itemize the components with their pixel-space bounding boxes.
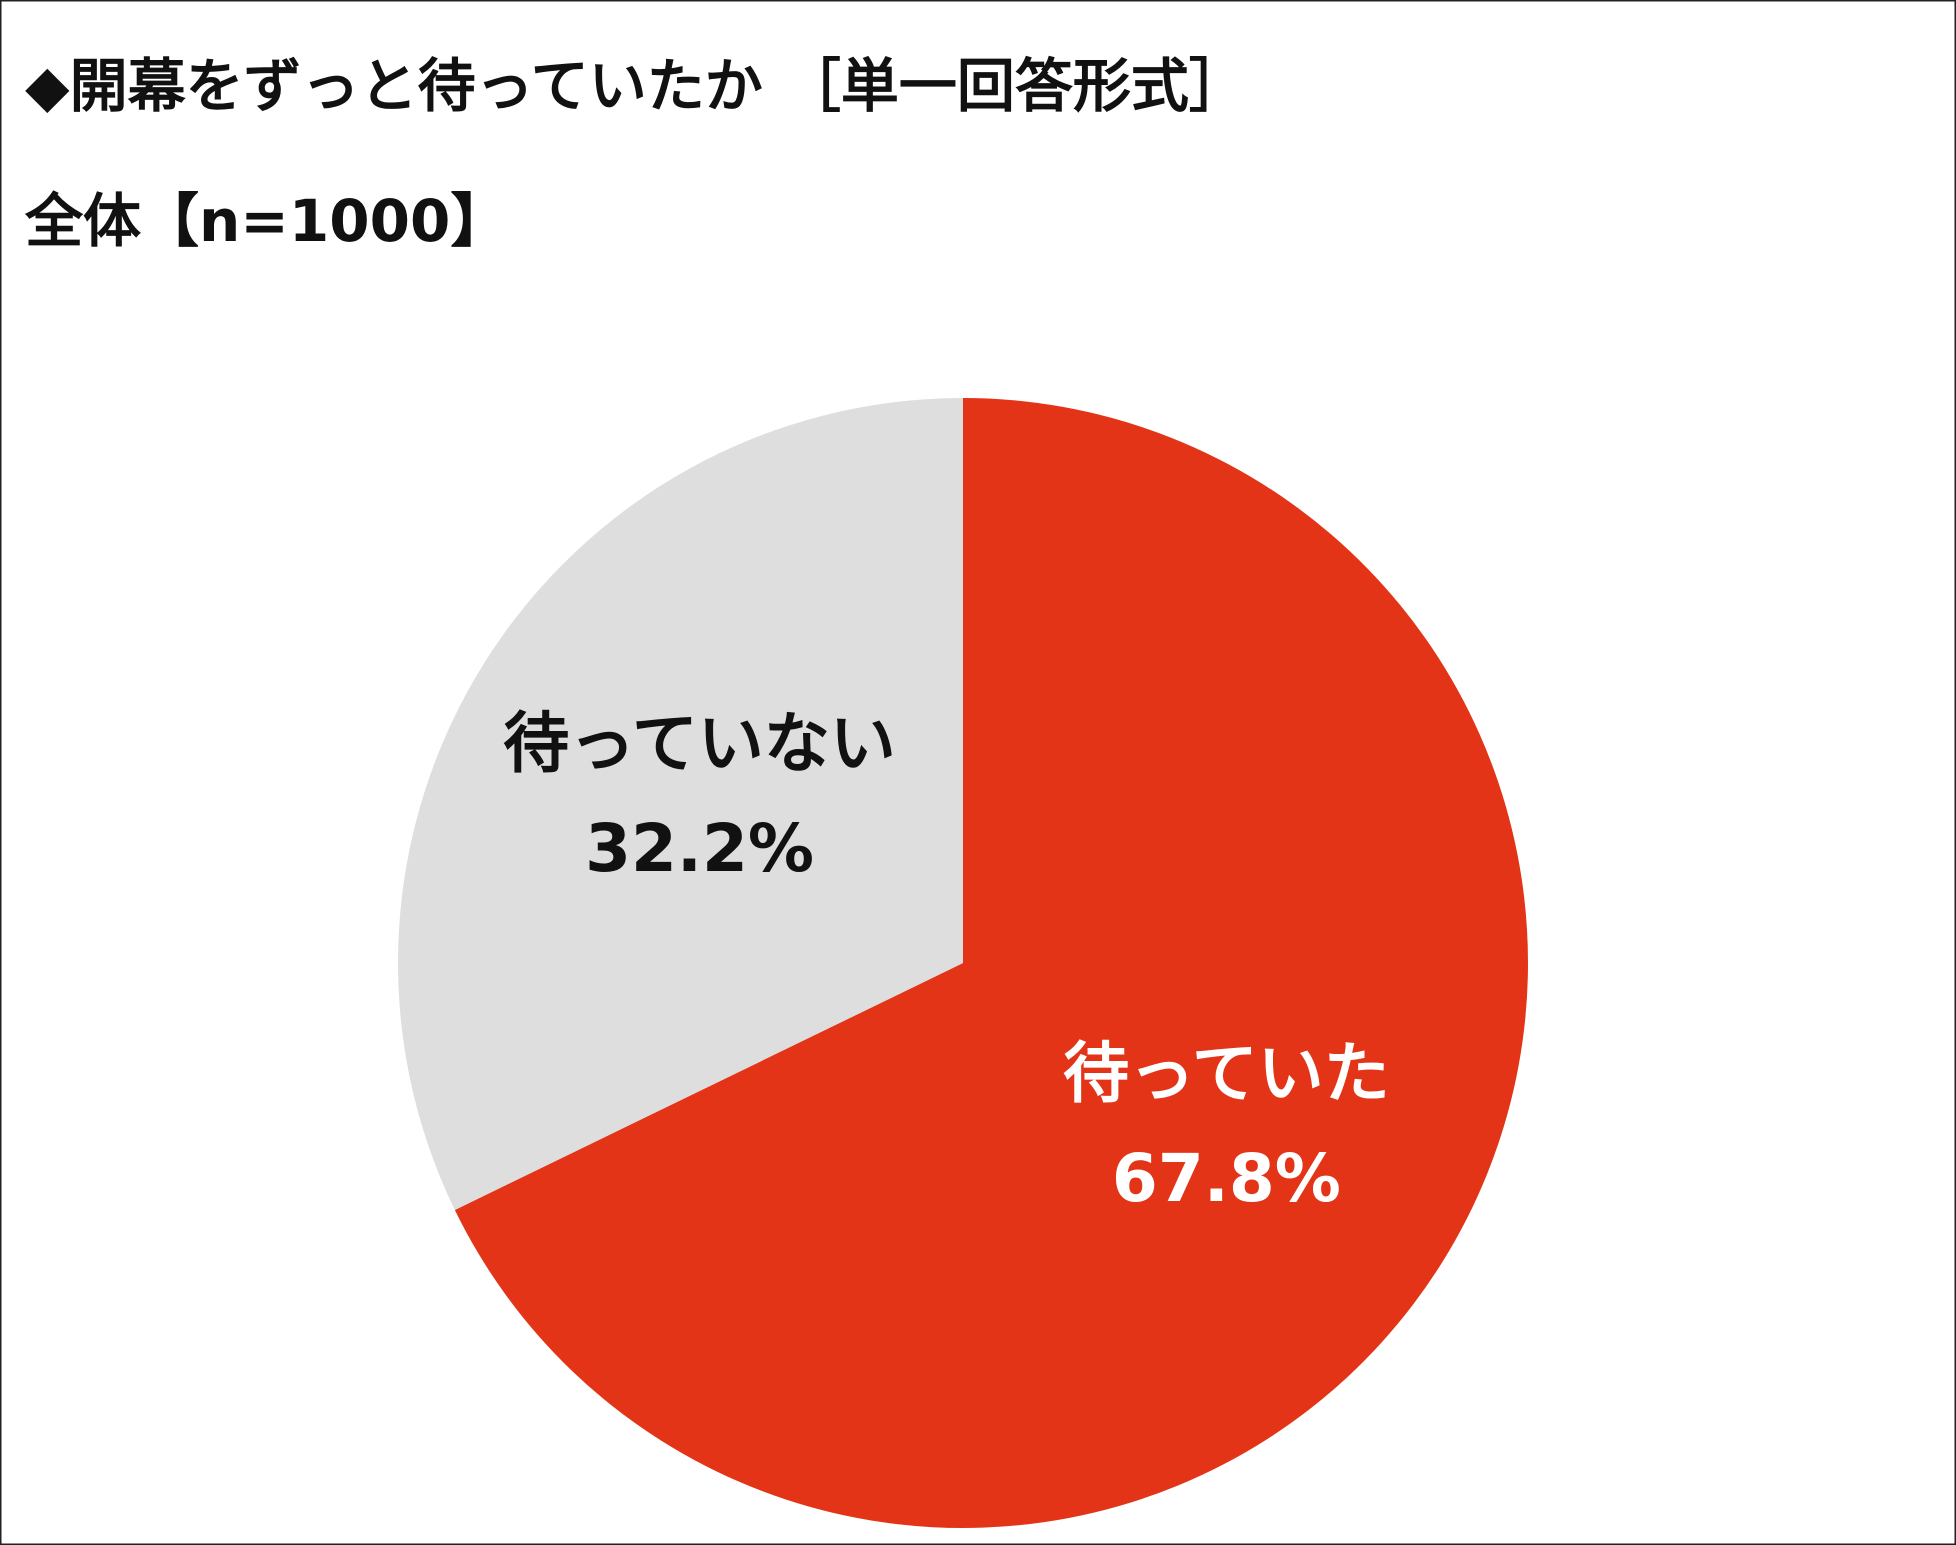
slice-value-label: 67.8%	[1112, 1140, 1341, 1217]
pie-slice	[454, 398, 1528, 1529]
slice-value-label: 32.2%	[585, 810, 814, 887]
chart-subtitle: 全体【n=1000】	[24, 187, 508, 255]
slice-category-label: 待っていない	[503, 705, 896, 782]
pie-slice	[398, 398, 964, 1210]
chart-title: ◆開幕をずっと待っていたか ［単一回答形式］	[25, 52, 1247, 120]
slice-category-label: 待っていた	[1063, 1035, 1390, 1112]
